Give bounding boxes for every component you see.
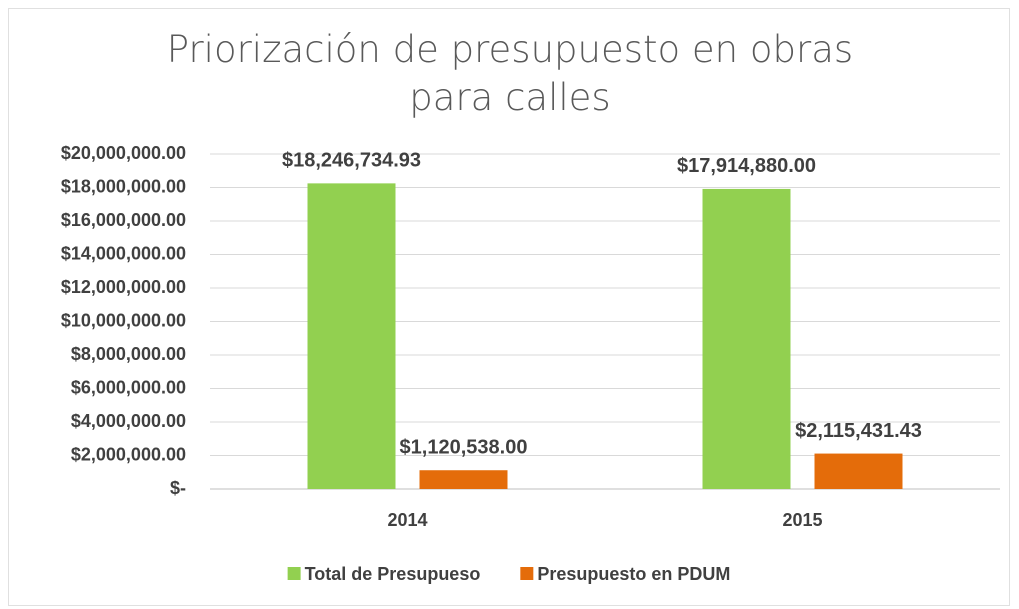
legend-swatch [287, 567, 301, 580]
y-tick-label: $6,000,000.00 [71, 377, 186, 397]
y-tick-label: $12,000,000.00 [61, 277, 186, 297]
data-label: $2,115,431.43 [795, 420, 922, 442]
chart-border [8, 8, 1010, 606]
y-tick-label: $20,000,000.00 [61, 143, 186, 163]
bar [419, 470, 508, 489]
data-label: $18,246,734.93 [282, 150, 421, 172]
bar [702, 188, 791, 489]
y-tick-label: $10,000,000.00 [61, 310, 186, 330]
y-tick-label: $4,000,000.00 [71, 411, 186, 431]
y-tick-label: $2,000,000.00 [71, 444, 186, 464]
y-tick-label: $18,000,000.00 [61, 176, 186, 196]
legend-label: Presupuesto en PDUM [537, 564, 730, 584]
y-tick-label: $- [170, 478, 186, 498]
y-tick-label: $16,000,000.00 [61, 210, 186, 230]
legend-swatch [520, 567, 534, 580]
chart-title: Priorización de presupuesto en obras par… [166, 28, 854, 119]
bar [307, 183, 396, 489]
y-tick-label: $14,000,000.00 [61, 243, 186, 263]
x-tick-label: 2014 [387, 510, 427, 530]
bar [814, 453, 903, 489]
legend-label: Total de Presupueso [305, 564, 481, 584]
x-tick-label: 2015 [782, 510, 822, 530]
data-label: $17,914,880.00 [677, 155, 816, 177]
y-tick-label: $8,000,000.00 [71, 344, 186, 364]
data-label: $1,120,538.00 [400, 437, 528, 459]
